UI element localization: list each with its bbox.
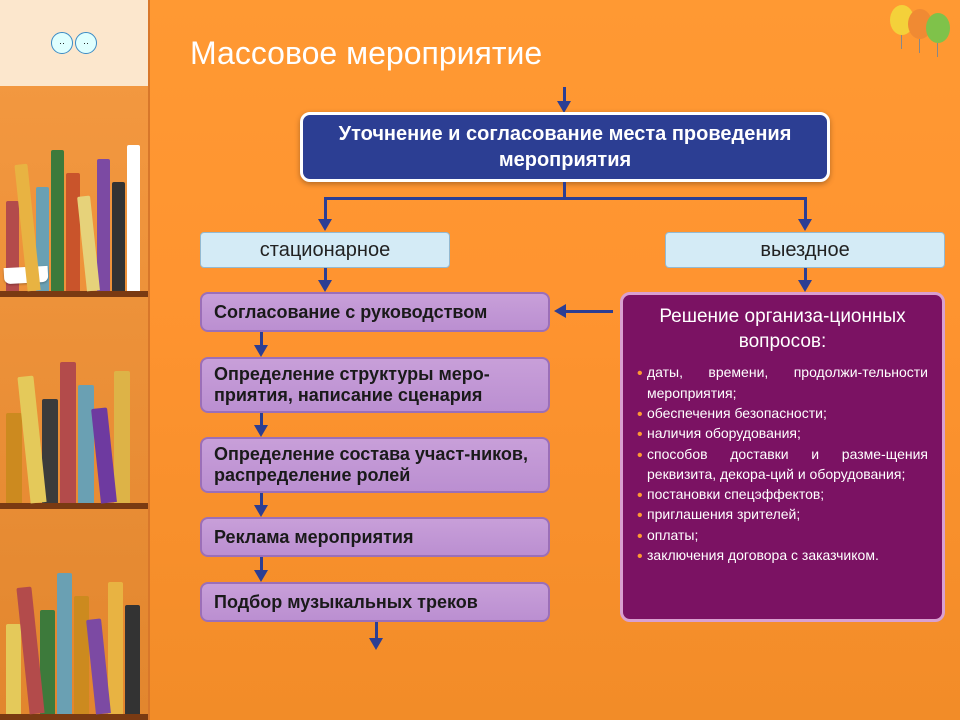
arrow-left-icon (554, 304, 566, 318)
book-spine (51, 150, 64, 291)
category-left: стационарное (200, 232, 450, 268)
right-panel-item: постановки спецэффектов; (637, 484, 928, 504)
step-node-1: Согласование с руководством (200, 292, 550, 332)
arrow-down-icon (254, 505, 268, 517)
sidebar: ·· ·· (0, 0, 150, 720)
kid-face-icon: ·· (51, 32, 73, 54)
book-spine (108, 582, 123, 714)
book-spine (57, 573, 72, 714)
book-spine (125, 605, 140, 714)
sidebar-logo-area: ·· ·· (0, 0, 148, 86)
right-panel-item: обеспечения безопасности; (637, 403, 928, 423)
right-panel-item: заключения договора с заказчиком. (637, 545, 928, 565)
arrow-line (565, 310, 613, 313)
book-spine (78, 385, 94, 503)
kid-face-icon: ·· (75, 32, 97, 54)
book-spine (127, 145, 140, 291)
book-shelf-1 (0, 126, 148, 297)
book-spine (97, 159, 110, 291)
slide: ·· ·· Массовое мероприятие Уточнение и с… (0, 0, 960, 720)
book-shelf-2 (0, 337, 148, 508)
arrow-line (563, 182, 566, 198)
book-spine (6, 624, 21, 714)
arrow-down-icon (254, 425, 268, 437)
arrow-down-icon (798, 219, 812, 231)
book-shelf-3 (0, 549, 148, 720)
balloons-icon (890, 5, 950, 35)
arrow-down-icon (254, 570, 268, 582)
step-node-5: Подбор музыкальных треков (200, 582, 550, 622)
book-spine (66, 173, 79, 291)
right-panel-item: оплаты; (637, 525, 928, 545)
arrow-line (324, 197, 327, 221)
arrow-down-icon (318, 219, 332, 231)
arrow-line (804, 197, 807, 221)
arrow-down-icon (798, 280, 812, 292)
book-spine (74, 596, 89, 714)
right-panel: Решение организа-ционных вопросов: даты,… (620, 292, 945, 622)
right-panel-item: наличия оборудования; (637, 423, 928, 443)
arrow-down-icon (318, 280, 332, 292)
category-right: выездное (665, 232, 945, 268)
arrow-down-icon (369, 638, 383, 650)
slide-title: Массовое мероприятие (180, 20, 930, 97)
balloon-icon (926, 13, 950, 43)
step-node-3: Определение состава участ-ников, распред… (200, 437, 550, 493)
right-panel-header: Решение организа-ционных вопросов: (637, 305, 928, 354)
main-content: Массовое мероприятие Уточнение и согласо… (150, 0, 960, 720)
book-spine (112, 182, 125, 291)
right-panel-list: даты, времени, продолжи-тельности меропр… (637, 362, 928, 565)
top-node: Уточнение и согласование места проведени… (300, 112, 830, 182)
book-spine (114, 371, 130, 503)
kids-icon: ·· ·· (51, 32, 97, 54)
right-panel-item: способов доставки и разме-щения реквизит… (637, 444, 928, 485)
arrow-line (324, 197, 806, 200)
right-panel-item: даты, времени, продолжи-тельности меропр… (637, 362, 928, 403)
book-spine (60, 362, 76, 503)
book-spine (6, 413, 22, 503)
right-panel-item: приглашения зрителей; (637, 504, 928, 524)
step-node-2: Определение структуры меро-приятия, напи… (200, 357, 550, 413)
arrow-down-icon (254, 345, 268, 357)
flowchart-diagram: Уточнение и согласование места проведени… (180, 97, 930, 697)
step-node-4: Реклама мероприятия (200, 517, 550, 557)
